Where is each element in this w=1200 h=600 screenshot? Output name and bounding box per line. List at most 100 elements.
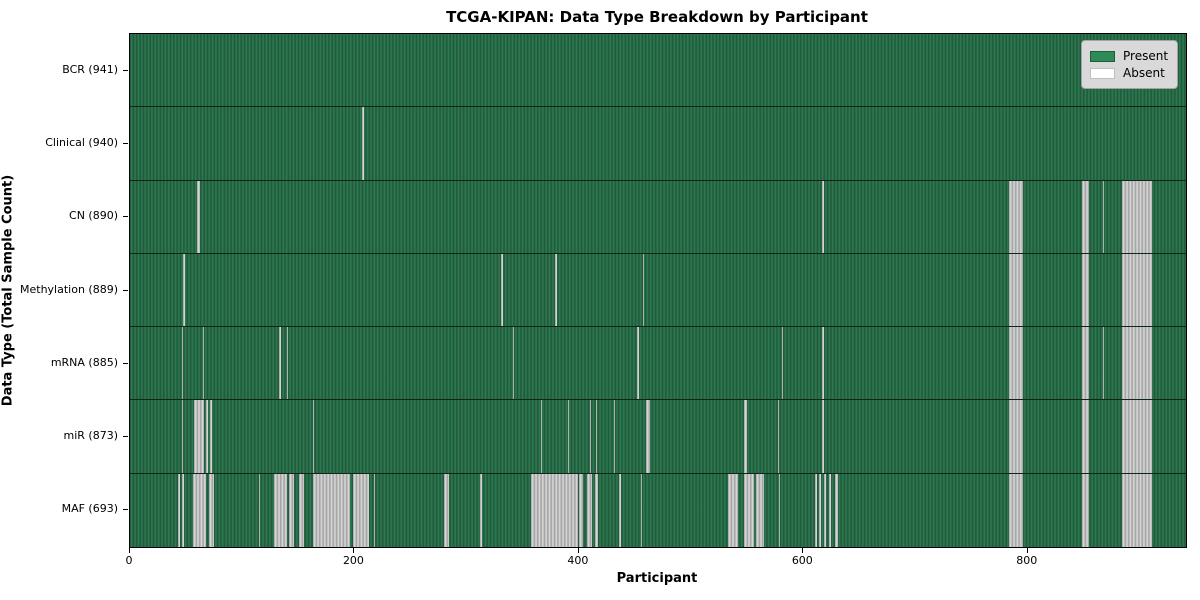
absent-segment bbox=[1122, 253, 1153, 327]
absent-segment bbox=[555, 253, 557, 327]
y-tick-mark bbox=[123, 69, 128, 71]
absent-segment bbox=[1081, 327, 1090, 400]
absent-segment bbox=[312, 473, 350, 547]
absent-segment bbox=[819, 473, 822, 547]
absent-segment bbox=[778, 473, 780, 547]
absent-segment bbox=[182, 253, 185, 327]
absent-segment bbox=[822, 180, 824, 253]
absent-segment bbox=[287, 327, 289, 400]
absent-segment bbox=[640, 473, 642, 547]
absent-segment bbox=[208, 473, 215, 547]
absent-segment bbox=[1008, 327, 1024, 400]
absent-segment bbox=[1008, 400, 1024, 473]
absent-segment bbox=[480, 473, 483, 547]
x-tick-mark bbox=[802, 548, 804, 553]
absent-segment bbox=[1008, 473, 1024, 547]
y-tick-label-mrna: mRNA (885) bbox=[50, 355, 118, 369]
y-tick-label-mir: miR (873) bbox=[63, 429, 119, 443]
absent-segment bbox=[444, 473, 449, 547]
absent-segment bbox=[1081, 400, 1090, 473]
absent-segment bbox=[197, 180, 200, 253]
legend-label-absent: Absent bbox=[1123, 66, 1165, 80]
absent-segment bbox=[1102, 180, 1105, 253]
absent-segment bbox=[567, 400, 569, 473]
absent-segment bbox=[312, 400, 315, 473]
absent-segment bbox=[181, 400, 183, 473]
absent-segment bbox=[823, 473, 826, 547]
row-bcr bbox=[130, 34, 1186, 108]
absent-segment bbox=[1081, 253, 1090, 327]
absent-segment bbox=[192, 473, 207, 547]
absent-segment bbox=[178, 473, 180, 547]
absent-segment bbox=[646, 400, 650, 473]
absent-segment bbox=[590, 400, 592, 473]
absent-segment bbox=[619, 473, 621, 547]
x-tick-label-600: 600 bbox=[791, 554, 813, 567]
absent-segment bbox=[273, 473, 288, 547]
absent-segment bbox=[193, 400, 205, 473]
absent-segment bbox=[530, 473, 578, 547]
y-tick-mark bbox=[123, 509, 128, 511]
absent-segment bbox=[202, 327, 205, 400]
absent-segment bbox=[586, 473, 593, 547]
absent-segment bbox=[822, 400, 824, 473]
x-tick-mark bbox=[1026, 548, 1028, 553]
absent-segment bbox=[756, 473, 765, 547]
absent-segment bbox=[782, 327, 784, 400]
absent-segment bbox=[206, 400, 208, 473]
y-tick-label-clinical: Clinical (940) bbox=[45, 135, 118, 149]
absent-segment bbox=[595, 400, 597, 473]
absent-segment bbox=[181, 327, 183, 400]
y-tick-label-cn: CN (890) bbox=[69, 209, 118, 223]
absent-segment bbox=[578, 473, 584, 547]
absent-segment bbox=[594, 473, 598, 547]
absent-segment bbox=[777, 400, 779, 473]
legend: Present Absent bbox=[1081, 40, 1179, 89]
y-tick-label-methylation: Methylation (889) bbox=[20, 282, 118, 296]
y-tick-label-maf: MAF (693) bbox=[61, 502, 118, 516]
row-mir bbox=[130, 400, 1186, 474]
x-axis-label: Participant bbox=[616, 571, 698, 586]
absent-segment bbox=[299, 473, 304, 547]
absent-segment bbox=[181, 473, 184, 547]
row-methylation bbox=[130, 253, 1186, 328]
absent-segment bbox=[728, 473, 739, 547]
x-tick-mark bbox=[577, 548, 579, 553]
y-tick-mark bbox=[123, 142, 128, 144]
absent-segment bbox=[209, 400, 212, 473]
absent-segment bbox=[1081, 473, 1090, 547]
present-swatch-icon bbox=[1090, 50, 1115, 62]
absent-swatch-icon bbox=[1090, 67, 1115, 79]
absent-segment bbox=[822, 327, 824, 400]
absent-segment bbox=[540, 400, 543, 473]
x-tick-label-200: 200 bbox=[342, 554, 364, 567]
absent-segment bbox=[637, 327, 639, 400]
absent-segment bbox=[259, 473, 261, 547]
absent-segment bbox=[1102, 327, 1105, 400]
absent-segment bbox=[814, 473, 817, 547]
absent-segment bbox=[512, 327, 514, 400]
absent-segment bbox=[353, 473, 370, 547]
absent-segment bbox=[279, 327, 281, 400]
y-tick-mark bbox=[123, 216, 128, 218]
absent-segment bbox=[1122, 180, 1153, 253]
y-tick-mark bbox=[123, 289, 128, 291]
absent-segment bbox=[642, 253, 645, 327]
x-tick-label-800: 800 bbox=[1016, 554, 1038, 567]
legend-label-present: Present bbox=[1123, 49, 1169, 63]
y-tick-mark bbox=[123, 362, 128, 364]
x-tick-label-400: 400 bbox=[567, 554, 589, 567]
absent-segment bbox=[1008, 253, 1024, 327]
y-tick-label-bcr: BCR (941) bbox=[62, 62, 118, 76]
absent-segment bbox=[1122, 327, 1153, 400]
absent-segment bbox=[829, 473, 832, 547]
legend-entry-present: Present bbox=[1090, 49, 1168, 63]
absent-segment bbox=[289, 473, 294, 547]
y-tick-mark bbox=[123, 436, 128, 438]
chart-title: TCGA-KIPAN: Data Type Breakdown by Parti… bbox=[446, 8, 868, 26]
absent-segment bbox=[373, 473, 375, 547]
x-tick-label-0: 0 bbox=[125, 554, 133, 567]
plot-area bbox=[129, 33, 1187, 548]
x-tick-mark bbox=[129, 548, 130, 553]
